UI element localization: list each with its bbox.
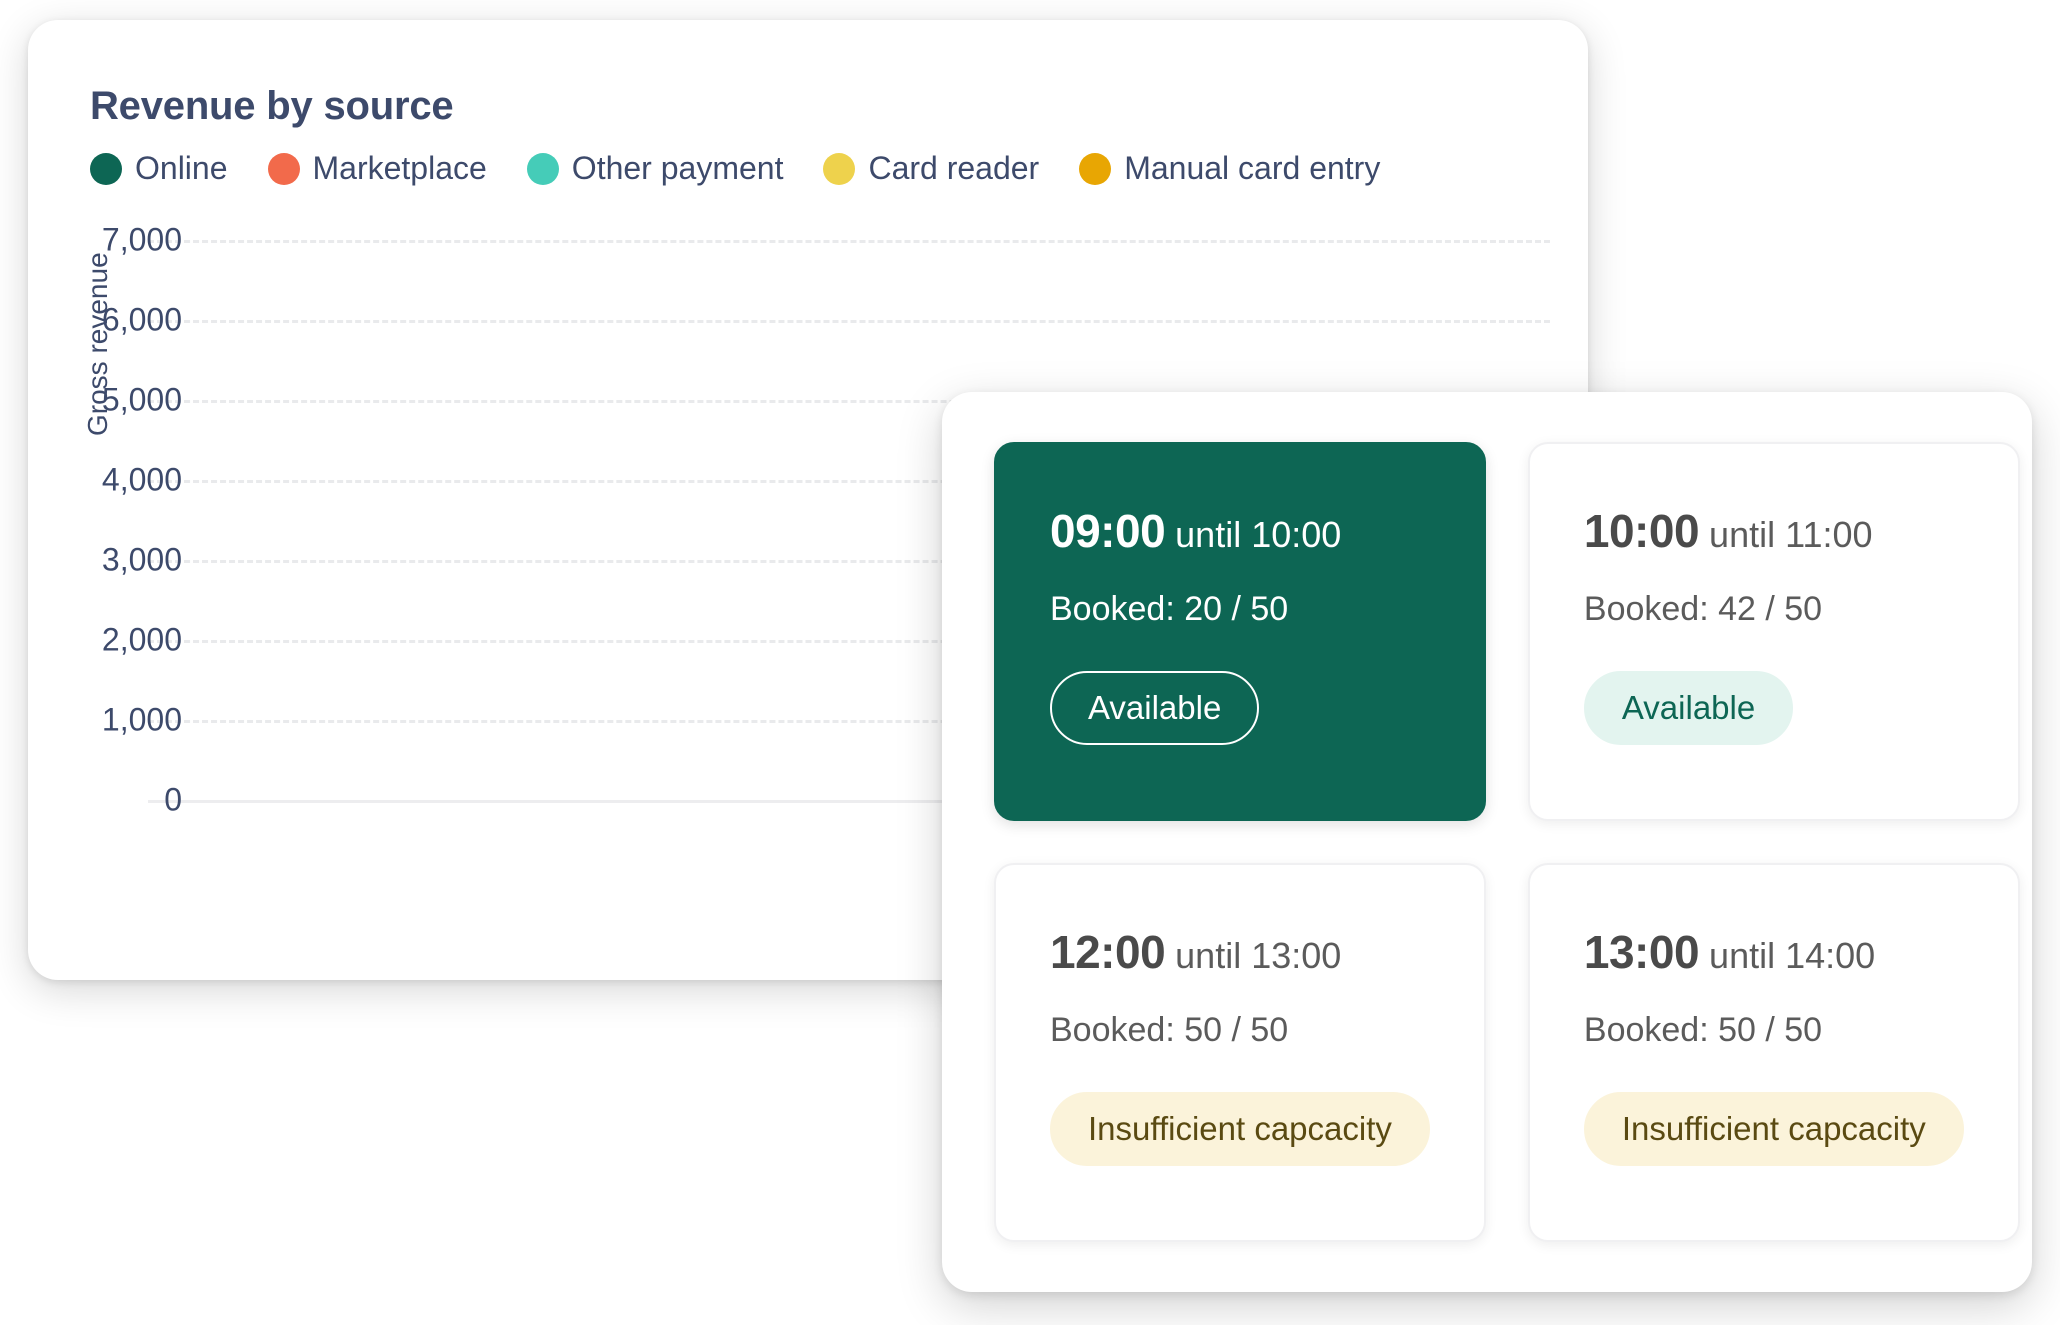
y-axis-tick-label: 6,000 (101, 301, 182, 338)
time-slot-card[interactable]: 10:00 until 11:00 Booked: 42 / 50 Available (1527, 442, 2020, 821)
slot-status-badge[interactable]: Insufficient capcacity (1583, 1092, 1964, 1166)
legend-item[interactable]: Online (90, 150, 228, 187)
slot-status-badge[interactable]: Available (1050, 671, 1260, 745)
gridline (148, 320, 1550, 323)
time-slots-grid: 09:00 until 10:00 Booked: 20 / 50 Available… (994, 442, 2020, 1242)
slot-time: 09:00 until 10:00 (1050, 504, 1430, 558)
gridline (148, 240, 1550, 243)
time-slot-card[interactable]: 12:00 until 13:00 Booked: 50 / 50 Insuffici… (994, 863, 1486, 1242)
slot-time: 10:00 until 11:00 (1584, 504, 1964, 558)
gridline (148, 400, 1550, 403)
slot-end-time: until 10:00 (1175, 514, 1342, 555)
slot-start-time: 10:00 (1583, 505, 1700, 557)
y-axis-tick-label: 2,000 (101, 621, 182, 658)
bar-slot (363, 240, 560, 800)
legend-label: Marketplace (312, 150, 487, 186)
gridline (148, 560, 1550, 563)
legend-label: Card reader (868, 150, 1040, 186)
slot-booked-count: Booked: 42 / 50 (1583, 590, 1823, 628)
gridline (148, 480, 1550, 483)
slot-start-time: 13:00 (1583, 926, 1700, 978)
y-axis-tick-label: 5,000 (101, 381, 182, 418)
slot-end-time: until 11:00 (1709, 514, 1873, 555)
legend-label: Other payment (571, 150, 784, 186)
slot-start-time: 09:00 (1050, 505, 1166, 557)
slot-booked-count: Booked: 50 / 50 (1583, 1011, 1823, 1049)
y-axis-tick-label: 1,000 (101, 701, 182, 738)
y-axis-tick-label: 3,000 (101, 541, 182, 578)
slot-end-time: until 14:00 (1709, 935, 1876, 976)
chart-plot-area: Gross revenue 0 1,000 2,000 3,000 4,000 5,000… (82, 222, 1550, 818)
y-axis-tick-label: 4,000 (101, 461, 182, 498)
legend-label: Manual card entry (1124, 150, 1381, 186)
bar-slot (756, 240, 953, 800)
gridline (148, 640, 1550, 643)
chart-axes: 0 1,000 2,000 3,000 4,000 5,000 6,000 7,000 (102, 222, 1550, 818)
y-axis-tick-label: 7,000 (101, 221, 182, 258)
slot-time: 13:00 until 14:00 (1584, 925, 1964, 979)
slot-start-time: 12:00 (1050, 926, 1166, 978)
legend-swatch-icon (267, 152, 300, 185)
slot-booked-count: Booked: 50 / 50 (1050, 1011, 1289, 1049)
slot-booked-count: Booked: 20 / 50 (1050, 590, 1289, 628)
chart-legend: Online Marketplace Other payment Card reade… (90, 150, 1420, 187)
slot-status-badge[interactable]: Available (1583, 671, 1794, 745)
chart-title: Revenue by source (90, 84, 454, 128)
legend-swatch-icon (526, 152, 559, 185)
legend-item[interactable]: Card reader (823, 150, 1039, 187)
time-slot-card[interactable]: 13:00 until 14:00 Booked: 50 / 50 Insuffici… (1527, 863, 2020, 1242)
legend-swatch-icon (1079, 152, 1112, 185)
slot-time: 12:00 until 13:00 (1050, 925, 1430, 979)
time-slots-card: 09:00 until 10:00 Booked: 20 / 50 Available… (942, 392, 2032, 1292)
gridline (148, 720, 1550, 723)
time-slot-card[interactable]: 09:00 until 10:00 Booked: 20 / 50 Available (994, 442, 1486, 821)
slot-status-badge[interactable]: Insufficient capcacity (1050, 1092, 1430, 1166)
legend-item[interactable]: Marketplace (267, 150, 487, 187)
y-axis-tick-label: 0 (164, 781, 182, 818)
bar-slot (559, 240, 756, 800)
legend-swatch-icon (90, 152, 122, 185)
legend-swatch-icon (823, 152, 856, 185)
legend-item[interactable]: Manual card entry (1079, 150, 1380, 187)
gridline (148, 800, 1550, 803)
legend-label: Online (135, 150, 228, 186)
slot-end-time: until 13:00 (1175, 935, 1342, 976)
legend-item[interactable]: Other payment (526, 150, 784, 187)
